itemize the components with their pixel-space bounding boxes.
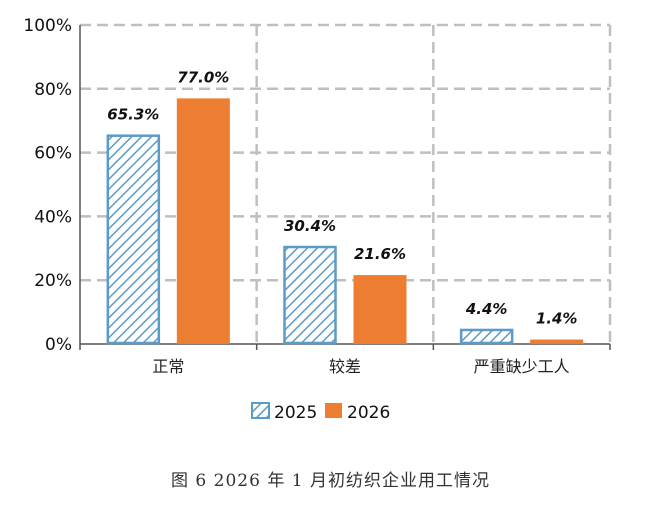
legend-label-2025: 2025 (274, 403, 317, 423)
bar-2025 (283, 245, 337, 345)
legend-label-2026: 2026 (347, 403, 390, 423)
x-category-label: 严重缺少工人 (474, 357, 570, 376)
x-category-label: 较差 (329, 357, 361, 376)
legend-swatch-2025 (251, 402, 270, 419)
y-tick-label: 40% (34, 207, 72, 227)
bar-2026 (530, 339, 584, 344)
y-tick-label: 60% (34, 144, 72, 164)
data-label-2025: 4.4% (465, 300, 508, 318)
data-label-2025: 30.4% (284, 217, 336, 235)
bar-2025 (106, 134, 161, 345)
y-tick-label: 100% (23, 16, 72, 36)
data-label-2026: 21.6% (354, 245, 406, 263)
bar-2025 (459, 328, 514, 345)
x-category-label: 正常 (152, 357, 184, 376)
bar-2026 (176, 98, 230, 345)
data-label-2025: 65.3% (107, 106, 159, 124)
y-tick-label: 80% (34, 80, 72, 100)
figure-caption: 图 6 2026 年 1 月初纺织企业用工情况 (171, 471, 490, 491)
legend: 2025 2026 (251, 402, 390, 423)
bar-2026 (353, 275, 407, 344)
y-tick-label: 0% (45, 335, 72, 355)
y-tick-label: 20% (34, 271, 72, 291)
data-label-2026: 1.4% (536, 310, 578, 328)
bar-chart: 0% 20% 40% 60% 80% 100% 正常 较差 严重缺少工人 65.3% 77.0% 3… (23, 16, 612, 423)
data-label-2026: 77.0% (177, 68, 229, 86)
legend-swatch-2026 (325, 403, 342, 418)
